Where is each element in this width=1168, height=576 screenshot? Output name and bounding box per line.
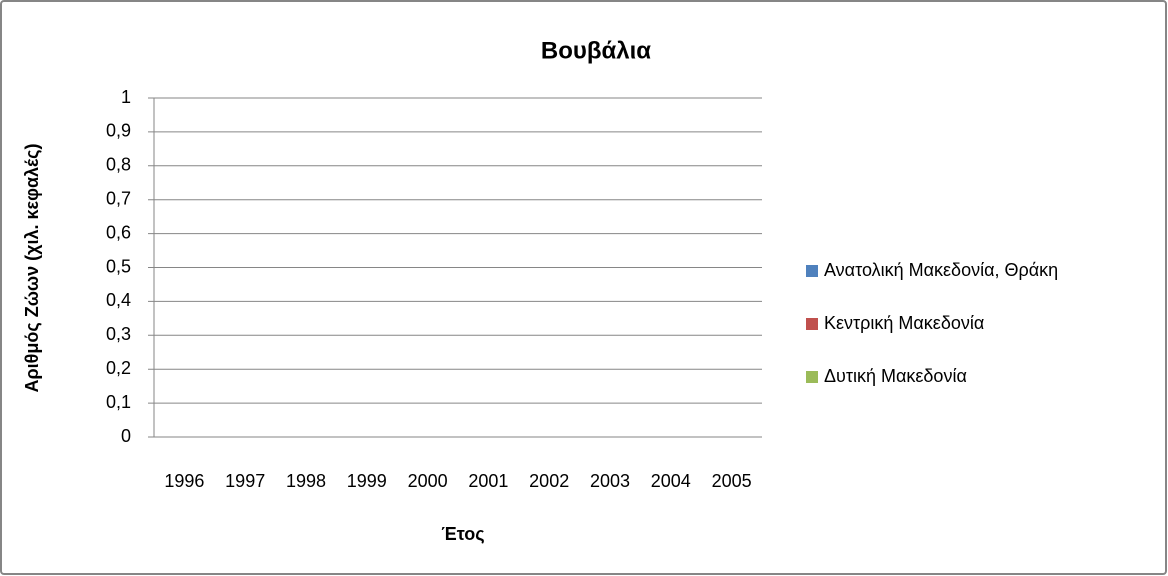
legend-label: Ανατολική Μακεδονία, Θράκη [824,260,1058,280]
x-tick-label: 1996 [164,471,204,491]
y-tick-label: 0,5 [106,256,131,276]
y-tick-label: 0,7 [106,188,131,208]
x-tick-label: 1997 [225,471,265,491]
y-tick-label: 0,6 [106,222,131,242]
y-axis-title: Αριθμός Ζώων (χιλ. κεφαλές) [22,143,42,392]
legend-label: Δυτική Μακεδονία [824,366,967,386]
x-tick-label: 1998 [286,471,326,491]
x-axis-title: Έτος [441,524,484,544]
y-tick-label: 0,9 [106,121,131,141]
y-tick-label: 0,8 [106,155,131,175]
y-tick-label: 1 [121,87,131,107]
x-tick-label: 2003 [590,471,630,491]
y-tick-label: 0,2 [106,358,131,378]
x-tick-label: 2001 [468,471,508,491]
legend-swatch [806,371,818,383]
x-tick-label: 2002 [529,471,569,491]
x-tick-label: 2000 [408,471,448,491]
chart-title: Βουβάλια [541,37,651,64]
x-tick-label: 1999 [347,471,387,491]
legend-label: Κεντρική Μακεδονία [824,313,984,333]
y-tick-label: 0,4 [106,290,131,310]
y-tick-label: 0 [121,426,131,446]
x-tick-label: 2005 [712,471,752,491]
legend-swatch [806,265,818,277]
y-tick-label: 0,1 [106,392,131,412]
y-tick-label: 0,3 [106,324,131,344]
x-tick-label: 2004 [651,471,691,491]
legend-swatch [806,318,818,330]
